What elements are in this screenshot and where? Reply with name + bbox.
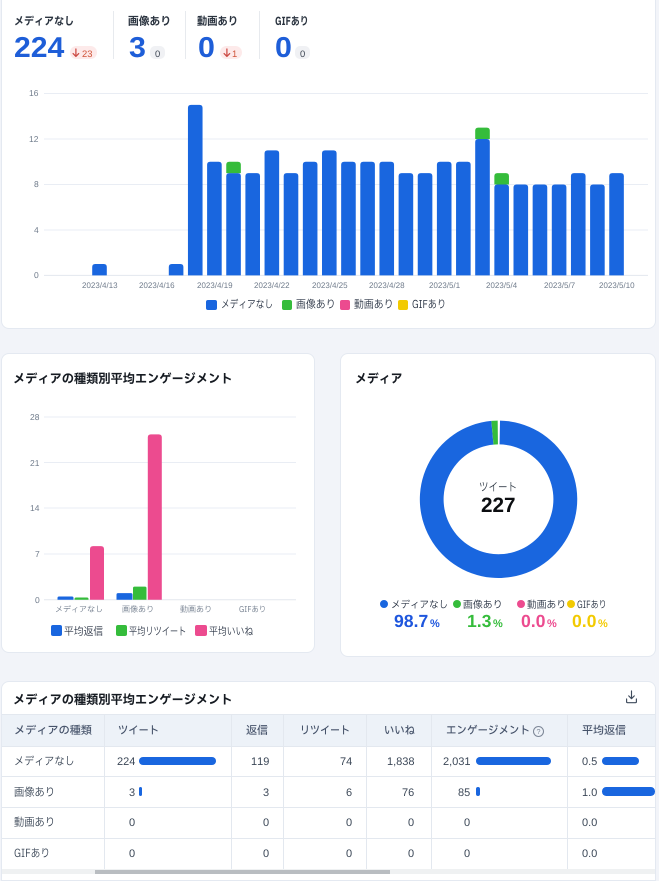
svg-text:?: ?: [536, 727, 540, 736]
